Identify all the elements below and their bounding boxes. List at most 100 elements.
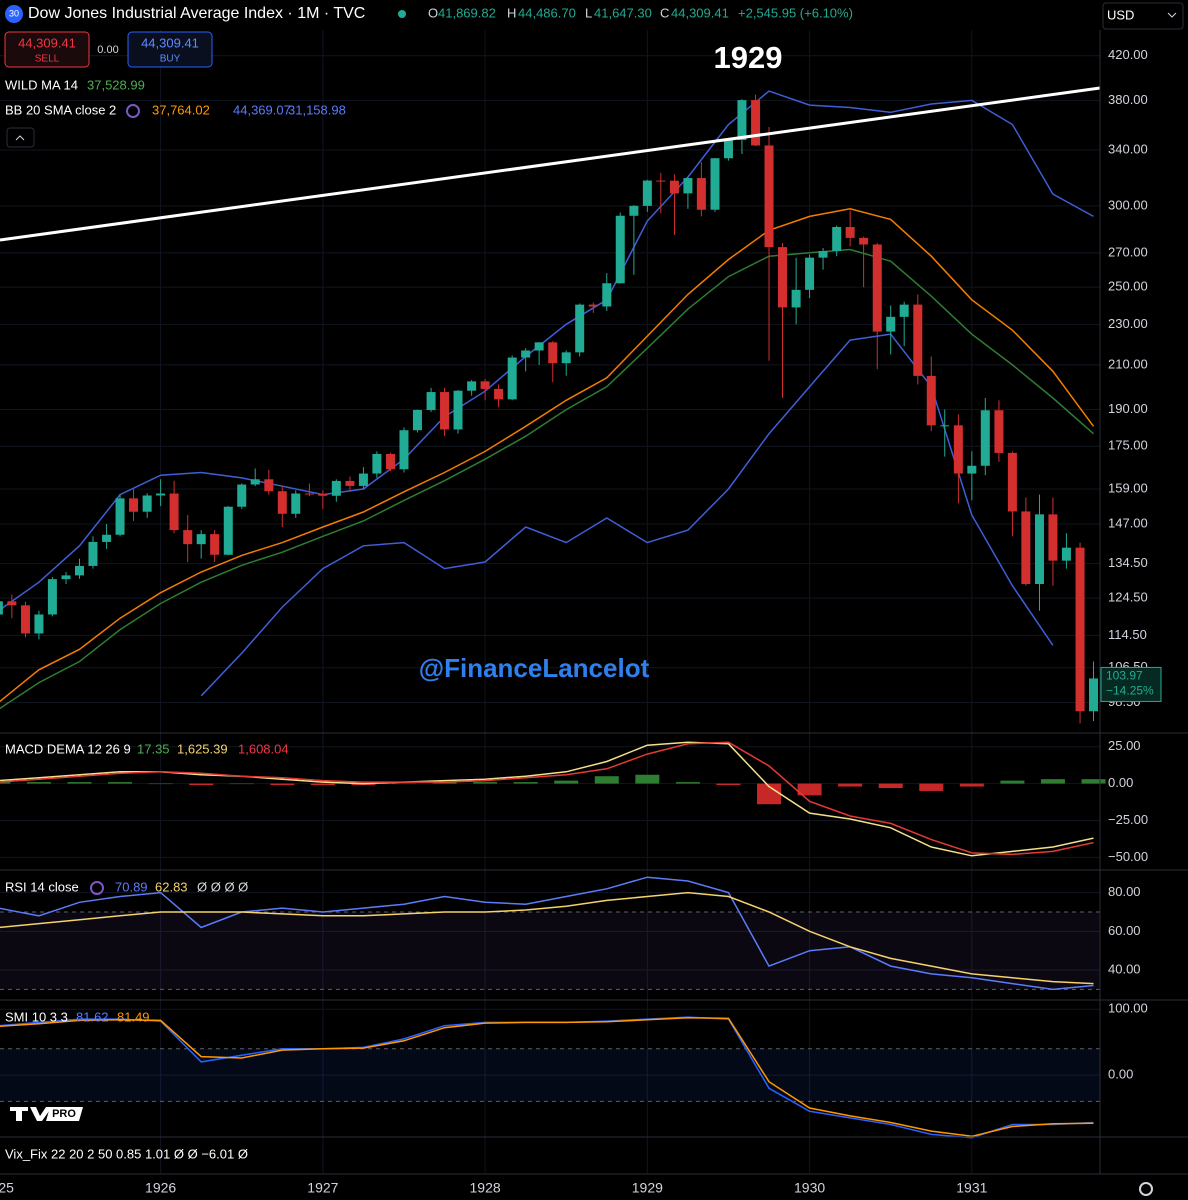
candle-body (926, 375, 936, 426)
ohlc-value: 44,486.70 (518, 5, 576, 20)
candle-body (440, 392, 450, 430)
x-tick-label: 1928 (470, 1180, 501, 1196)
candle-body (102, 534, 112, 542)
ohlc-letter: L (585, 5, 592, 20)
band-fill (0, 911, 1100, 990)
collapse-icon (15, 135, 25, 141)
candle-body (453, 390, 463, 430)
sell-button[interactable] (4, 31, 90, 68)
buy-label: BUY (160, 54, 181, 65)
y-tick-label: 134.50 (1108, 555, 1148, 570)
legend-icon[interactable] (90, 881, 104, 895)
candle-body (913, 304, 923, 376)
x-tick-label: 1930 (794, 1180, 825, 1196)
legend-value: 81.49 (117, 1009, 150, 1024)
x-tick-label: 1926 (145, 1180, 176, 1196)
candle-body (737, 100, 747, 141)
band-fill (0, 1048, 1100, 1102)
spread: 0.00 (97, 44, 118, 56)
histogram-bar (0, 782, 11, 784)
candle-body (507, 357, 517, 400)
candle-body (169, 493, 179, 531)
settings-icon[interactable] (1139, 1182, 1153, 1196)
candle-body (615, 215, 625, 284)
last-change: −14.25% (1106, 684, 1154, 698)
candle-body (372, 453, 382, 474)
candle-body (1021, 511, 1031, 584)
histogram-bar (26, 782, 51, 784)
candle-body (980, 410, 990, 466)
y-tick-label: 300.00 (1108, 197, 1148, 212)
last-price-box (1100, 666, 1162, 702)
symbol-title: Dow Jones Industrial Average Index · 1M … (28, 5, 365, 22)
histogram-bar (919, 783, 944, 791)
y-tick-label: 210.00 (1108, 356, 1148, 371)
y-tick-label: 147.00 (1108, 515, 1148, 530)
legend-value: 17.35 (137, 741, 170, 756)
candle-body (156, 493, 166, 496)
candle-body (561, 352, 571, 364)
candle-body (521, 350, 531, 358)
symbol-icon (5, 5, 23, 23)
histogram-bar (959, 783, 984, 787)
candle-body (115, 498, 125, 535)
histogram-bar (473, 782, 498, 784)
legend-name: BB 20 SMA close 2 (5, 102, 116, 117)
candle-body (696, 178, 706, 210)
indicator-line (200, 333, 1054, 697)
histogram-bar (229, 783, 254, 785)
grid (0, 30, 1100, 1174)
candle-body (291, 493, 301, 514)
candle-body (751, 100, 761, 146)
y-tick-label: −25.00 (1108, 812, 1148, 827)
y-tick-label: 80.00 (1108, 884, 1141, 899)
y-tick-label: 190.00 (1108, 401, 1148, 416)
x-tick-label: 1927 (307, 1180, 338, 1196)
legend-value: 62.83 (155, 879, 188, 894)
legend-value: 31,158.98 (288, 102, 346, 117)
y-tick-label: 114.50 (1108, 627, 1147, 642)
candle-body (1034, 514, 1044, 584)
histogram-bar (270, 783, 295, 786)
candle-body (318, 494, 328, 496)
currency-select[interactable] (1102, 2, 1184, 30)
ohlc-value: 44,309.41 (671, 5, 729, 20)
legend-name: WILD MA 14 (5, 77, 78, 92)
sell-price: 44,309.41 (18, 35, 76, 50)
x-tick-label: 1929 (632, 1180, 663, 1196)
indicator-line (0, 876, 1094, 991)
annotation: @FinanceLancelot (419, 653, 650, 683)
candle-body (669, 180, 679, 194)
legend-name: RSI 14 close (5, 879, 79, 894)
candle-body (777, 247, 787, 308)
y-tick-label: 60.00 (1108, 923, 1141, 938)
x-tick-label: 1925 (0, 1180, 14, 1196)
candle-body (723, 140, 733, 159)
candle-body (47, 579, 57, 615)
candle-body (575, 304, 585, 353)
histogram-bar (554, 780, 579, 784)
histogram-bar (797, 783, 822, 796)
candle-body (250, 479, 260, 485)
legend-value: 70.89 (115, 879, 148, 894)
candle-body (967, 465, 977, 474)
candle-body (358, 473, 368, 486)
histogram-bar (878, 783, 903, 789)
candle-body (331, 480, 341, 496)
collapse-button[interactable] (6, 127, 35, 148)
legend-icon[interactable] (126, 104, 140, 118)
sell-label: SELL (35, 54, 60, 65)
buy-button[interactable] (127, 31, 213, 68)
y-tick-label: 380.00 (1108, 92, 1148, 107)
legend-name: Vix_Fix 22 20 2 50 0.85 1.01 Ø Ø −6.01 Ø (5, 1146, 248, 1161)
candle-body (304, 493, 314, 495)
histogram-bar (391, 783, 416, 785)
histogram-bar (838, 783, 863, 787)
legend-value: 1,625.39 (177, 741, 228, 756)
candle-body (467, 381, 477, 391)
indicator-line (0, 90, 1094, 611)
y-tick-label: 340.00 (1108, 141, 1148, 156)
status-dot (398, 10, 406, 18)
candle-body (426, 392, 436, 411)
trend-line (0, 86, 1101, 242)
